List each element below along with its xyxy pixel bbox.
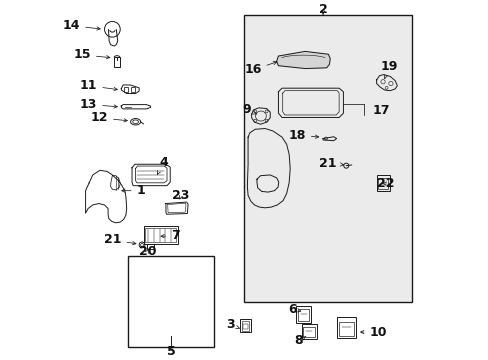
Text: 10: 10 [360, 325, 386, 339]
Bar [145, 228, 176, 242]
Text: 13: 13 [80, 98, 117, 111]
Text: 14: 14 [62, 19, 100, 32]
Text: 4: 4 [157, 156, 168, 174]
Text: 3: 3 [225, 319, 240, 332]
Text: 11: 11 [80, 79, 117, 92]
Text: 18: 18 [288, 129, 318, 142]
Text: 15: 15 [73, 49, 110, 62]
Text: 7: 7 [161, 229, 180, 242]
Text: 9: 9 [242, 103, 256, 116]
Bar [241, 321, 249, 330]
Bar [128, 256, 214, 347]
Bar [301, 324, 316, 339]
Text: 16: 16 [244, 61, 276, 76]
Text: 20: 20 [138, 245, 156, 258]
Bar [296, 306, 311, 323]
Bar [143, 226, 177, 243]
Bar [240, 319, 250, 332]
Text: 2: 2 [318, 3, 327, 16]
Bar [124, 87, 128, 92]
Bar [338, 322, 353, 336]
Text: 1: 1 [122, 184, 145, 197]
Text: 17: 17 [372, 104, 390, 117]
Text: 5: 5 [166, 345, 175, 358]
Bar [114, 58, 120, 67]
Bar [147, 244, 154, 249]
Text: 8: 8 [294, 334, 305, 347]
Bar [303, 327, 314, 337]
Text: 21: 21 [103, 233, 136, 247]
Text: 6: 6 [288, 303, 300, 316]
Bar [376, 175, 389, 191]
Text: 23: 23 [172, 189, 189, 202]
Bar [336, 318, 356, 338]
Text: 21: 21 [319, 157, 343, 170]
Bar [298, 309, 309, 321]
Bar [378, 178, 387, 189]
Bar [242, 324, 247, 329]
Bar [244, 15, 411, 302]
Text: 19: 19 [380, 60, 397, 78]
Text: 22: 22 [376, 177, 393, 190]
Polygon shape [276, 51, 329, 68]
Bar [130, 87, 135, 92]
Text: 12: 12 [90, 111, 127, 124]
